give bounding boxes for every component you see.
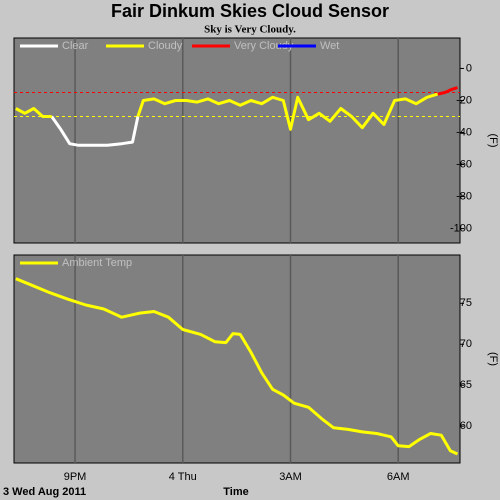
y-tick-label: 0	[466, 62, 472, 74]
y-axis-label: (F)	[487, 133, 499, 147]
chart-title: Fair Dinkum Skies Cloud Sensor	[111, 1, 389, 21]
legend-label: Wet	[320, 40, 339, 52]
data-line	[15, 92, 439, 131]
data-line	[437, 86, 458, 96]
y-tick-label: -60	[456, 158, 472, 170]
plot-area	[13, 254, 461, 464]
y-tick-label: 60	[460, 420, 472, 432]
x-tick-label: 3AM	[279, 471, 302, 483]
y-tick-label: -40	[456, 126, 472, 138]
x-tick-label: 6AM	[387, 471, 410, 483]
date-label: 3 Wed Aug 2011	[3, 486, 86, 498]
y-tick-label: 65	[460, 379, 472, 391]
y-axis-label: (F)	[487, 352, 499, 366]
data-line	[15, 277, 459, 456]
x-axis-label: Time	[223, 486, 248, 498]
y-tick-label: 75	[460, 297, 472, 309]
data-line	[50, 115, 140, 147]
y-tick-label: 70	[460, 338, 472, 350]
legend-label: Clear	[62, 40, 89, 52]
x-tick-label: 4 Thu	[169, 471, 197, 483]
y-tick-label: -80	[456, 190, 472, 202]
chart-subtitle: Sky is Very Cloudy.	[204, 24, 296, 36]
plot-area	[13, 37, 461, 244]
y-tick-label: -100	[450, 222, 472, 234]
legend-label: Ambient Temp	[62, 257, 132, 269]
x-tick-label: 9PM	[64, 471, 87, 483]
legend-label: Very Cloudy	[234, 40, 294, 52]
legend-label: Cloudy	[148, 40, 183, 52]
y-tick-label: -20	[456, 94, 472, 106]
